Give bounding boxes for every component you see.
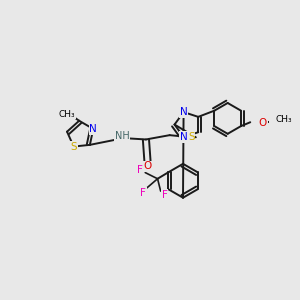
Text: CH₃: CH₃ (276, 115, 292, 124)
Text: S: S (188, 132, 194, 142)
Text: F: F (137, 164, 143, 175)
Text: NH: NH (115, 131, 130, 141)
Text: S: S (70, 142, 77, 152)
Text: N: N (89, 124, 97, 134)
Text: N: N (180, 107, 188, 117)
Text: F: F (140, 188, 146, 198)
Text: N: N (180, 132, 188, 142)
Text: O: O (258, 118, 267, 128)
Text: CH₃: CH₃ (59, 110, 76, 118)
Text: O: O (143, 161, 152, 171)
Text: F: F (162, 190, 167, 200)
